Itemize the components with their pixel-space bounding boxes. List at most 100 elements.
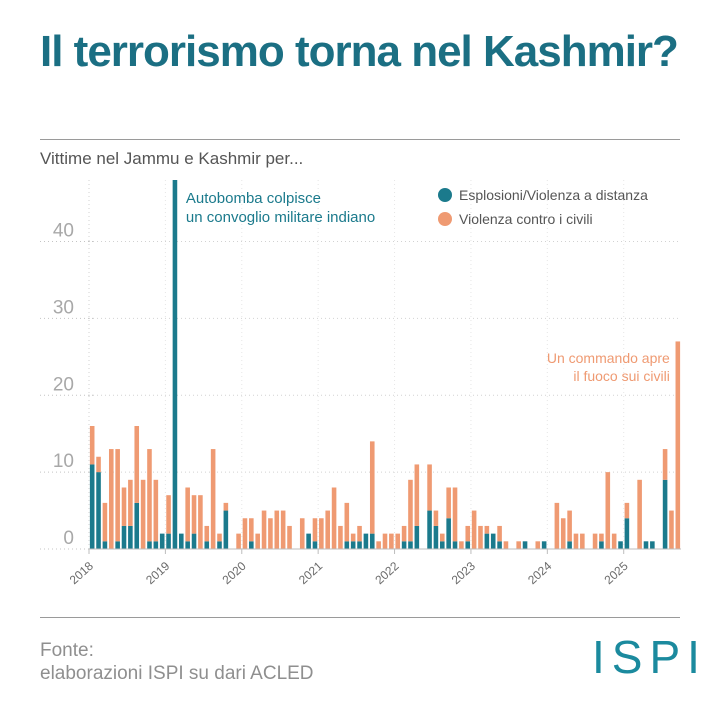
y-tick-label: 20 [53, 374, 74, 395]
bar-esplosioni [650, 541, 655, 549]
bar-violenza-civili [465, 525, 471, 542]
bar-esplosioni [624, 518, 630, 549]
bar-esplosioni [408, 541, 413, 549]
bar-violenza-civili [274, 510, 280, 549]
bar-esplosioni [350, 541, 356, 549]
bar-violenza-civili [331, 487, 337, 549]
bar-esplosioni [128, 525, 133, 549]
bar-violenza-civili [516, 541, 521, 549]
bar-violenza-civili [611, 533, 617, 549]
bar-violenza-civili [395, 533, 401, 549]
bar-violenza-civili [89, 426, 95, 465]
legend-label: Violenza contro i civili [459, 211, 593, 227]
legend-swatch [438, 212, 452, 226]
bar-violenza-civili [166, 495, 171, 534]
x-tick-label: 2024 [525, 559, 554, 587]
top-divider [40, 139, 680, 140]
bar-violenza-civili [637, 479, 642, 549]
x-tick-label: 2023 [449, 559, 478, 587]
bar-violenza-civili [624, 502, 630, 519]
bar-violenza-civili [446, 487, 451, 519]
bar-esplosioni [490, 533, 496, 549]
bar-violenza-civili [484, 525, 490, 534]
bar-violenza-civili [140, 479, 146, 549]
x-tick-label: 2020 [220, 559, 249, 587]
bar-violenza-civili [535, 541, 541, 549]
bar-violenza-civili [452, 487, 458, 542]
bar-violenza-civili [675, 341, 681, 549]
bar-violenza-civili [433, 510, 439, 526]
x-tick-label: 2019 [143, 559, 172, 587]
bar-violenza-civili [255, 533, 260, 549]
bar-violenza-civili [319, 518, 324, 549]
bar-esplosioni [541, 541, 547, 549]
bar-violenza-civili [338, 525, 343, 549]
bar-violenza-civili [134, 426, 140, 503]
annotation-car-bomb-line1: Autobomba colpisce [186, 190, 321, 207]
bar-esplosioni [89, 464, 95, 549]
bar-violenza-civili [121, 487, 127, 526]
bottom-divider [40, 617, 680, 618]
bar-chart: 0 10 20 30 40 2018 2019 2020 2021 2022 2023 2024 202… [40, 180, 681, 587]
bar-esplosioni [497, 541, 502, 549]
bar-esplosioni [618, 541, 623, 549]
y-tick-label: 30 [53, 297, 74, 318]
bar-violenza-civili [382, 533, 388, 549]
bar-violenza-civili [299, 518, 305, 549]
x-tick-label: 2018 [67, 559, 96, 587]
bar-violenza-civili [223, 502, 229, 511]
x-tick-label: 2022 [372, 559, 401, 587]
bar-violenza-civili [503, 541, 509, 549]
bar-esplosioni [452, 541, 458, 549]
bar-violenza-civili [471, 510, 477, 549]
bar-violenza-civili [261, 510, 267, 549]
y-tick-label: 10 [53, 451, 74, 472]
bar-esplosioni [439, 541, 445, 549]
y-tick-label: 40 [53, 221, 74, 242]
bar-violenza-civili [389, 533, 394, 549]
bar-violenza-civili [204, 525, 210, 542]
bar-violenza-civili [439, 533, 445, 542]
bar-violenza-civili [580, 533, 585, 549]
bar-violenza-civili [249, 518, 254, 542]
legend-swatch [438, 188, 452, 202]
bar-esplosioni [363, 533, 369, 549]
bar-esplosioni [522, 541, 528, 549]
bar-violenza-civili [217, 533, 222, 542]
bar-violenza-civili [369, 441, 375, 534]
bar-violenza-civili [344, 502, 350, 542]
ispi-logo: ISPI [592, 631, 707, 683]
bar-esplosioni [369, 533, 375, 549]
bar-esplosioni [484, 533, 490, 549]
bar-violenza-civili [312, 518, 318, 542]
bar-esplosioni [312, 541, 318, 549]
source-text: elaborazioni ISPI su dari ACLED [40, 663, 314, 684]
bar-violenza-civili [147, 449, 152, 542]
bar-violenza-civili [599, 533, 604, 542]
bar-esplosioni [179, 533, 184, 549]
bar-esplosioni [249, 541, 254, 549]
bar-esplosioni [121, 525, 127, 549]
bar-violenza-civili [191, 495, 197, 534]
x-tick-label: 2025 [602, 559, 631, 587]
bar-violenza-civili [102, 502, 108, 542]
annotation-car-bomb-line2: un convoglio militare indiano [186, 209, 375, 226]
bar-esplosioni [427, 510, 432, 549]
bar-esplosioni [172, 180, 178, 549]
bar-esplosioni [134, 502, 140, 549]
bar-violenza-civili [236, 533, 241, 549]
bar-esplosioni [204, 541, 210, 549]
bar-esplosioni [153, 541, 159, 549]
bar-violenza-civili [414, 464, 420, 526]
chart-subtitle: Vittime nel Jammu e Kashmir per... [40, 149, 304, 168]
bar-violenza-civili [268, 518, 273, 549]
bar-violenza-civili [605, 472, 611, 549]
bar-violenza-civili [198, 495, 203, 549]
bar-esplosioni [567, 541, 572, 549]
bar-violenza-civili [96, 456, 101, 473]
bar-esplosioni [223, 510, 229, 549]
bar-esplosioni [166, 533, 171, 549]
legend-label: Esplosioni/Violenza a distanza [459, 187, 648, 203]
bar-esplosioni [643, 541, 649, 549]
page-title: Il terrorismo torna nel Kashmir? [40, 27, 679, 76]
